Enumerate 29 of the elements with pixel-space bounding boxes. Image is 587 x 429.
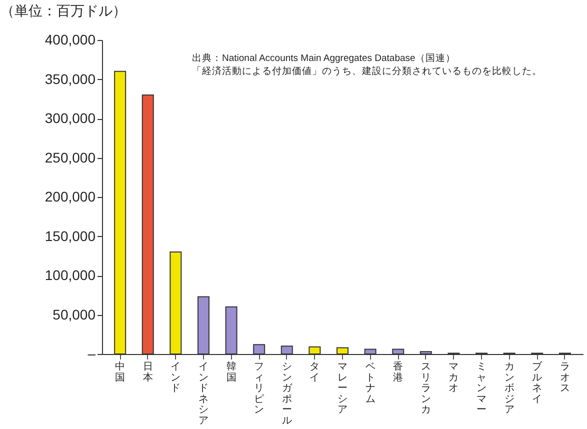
y-tick-label: 100,000 [44, 267, 96, 283]
y-tick-label: 350,000 [44, 70, 96, 87]
y-tick-label: 150,000 [44, 228, 96, 244]
x-tick-label: インドネシア [198, 362, 208, 426]
y-tick-label: 200,000 [44, 188, 96, 204]
y-axis-title: （単位：百万ドル） [0, 2, 126, 18]
x-tick-label: インド [170, 362, 181, 394]
y-tick-label: 400,000 [44, 32, 96, 48]
x-tick-label: ベトナム [365, 362, 376, 405]
x-tick-label: 日本 [142, 362, 153, 384]
x-tick-label: 韓国 [226, 360, 236, 384]
y-tick-label: 300,000 [44, 110, 96, 126]
y-tick-label: 50,000 [52, 306, 96, 322]
x-tick-label: ミャンマー [476, 362, 487, 416]
x-tick-label: マレーシア [338, 362, 348, 416]
annotation: 出典：National Accounts Main Aggregates Database（国連） [192, 52, 456, 64]
x-tick-label: ラオス [560, 362, 570, 394]
y-tick-label: – [88, 346, 96, 362]
x-tick-label: フィリピン [254, 362, 264, 416]
x-tick-label: 中国 [115, 360, 126, 384]
x-tick-label: ブルネイ [532, 360, 544, 405]
x-tick-label: 香港 [393, 360, 404, 384]
x-tick-label: マカオ [448, 362, 459, 394]
x-tick-label: スリランカ [420, 362, 431, 416]
y-tick-label: 250,000 [44, 149, 96, 166]
x-tick-label: シンガポール [282, 362, 293, 426]
x-tick-label: カンボジア [504, 362, 514, 416]
x-tick-label: タイ [310, 362, 320, 384]
annotation: 「経済活動による付加価値」のうち、建設に分類されているものを比較した。 [192, 65, 542, 77]
